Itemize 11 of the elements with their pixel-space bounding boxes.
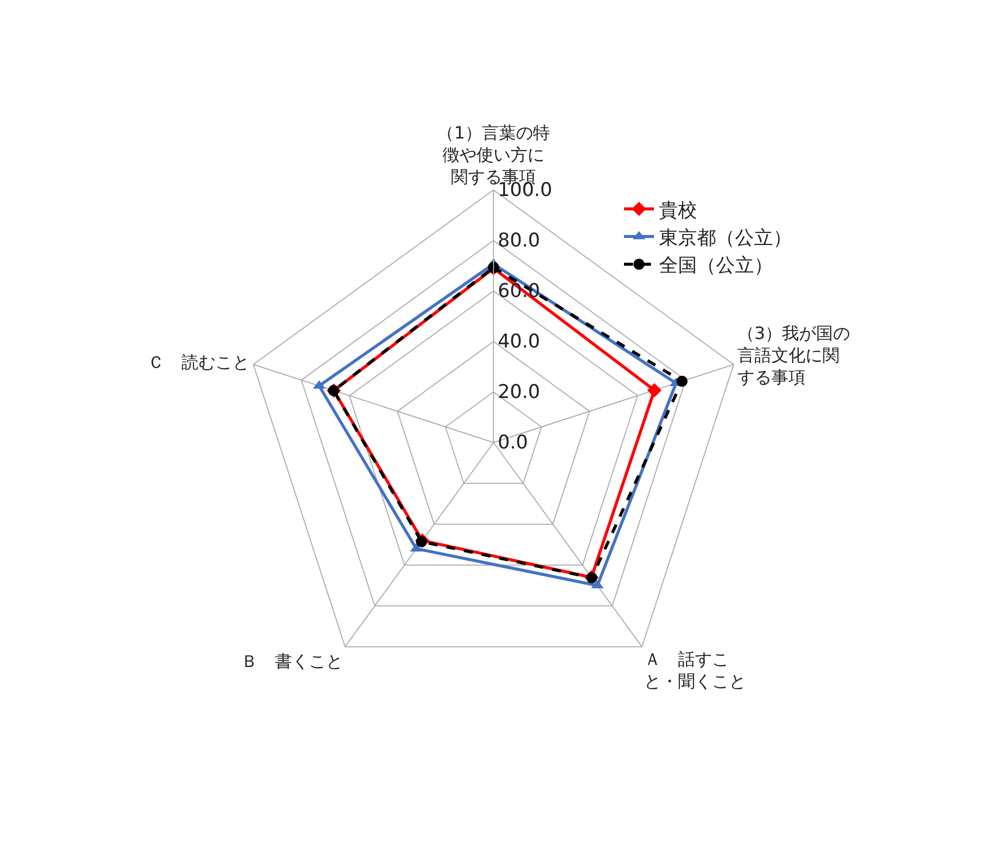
- spoke-label: Ｃ 読むこと: [148, 352, 250, 373]
- spoke-label: Ａ 話すこと・聞くこと: [644, 650, 746, 692]
- spoke-label: Ｂ 書くこと: [240, 652, 343, 672]
- y-tick-label: 20.0: [498, 381, 540, 404]
- y-tick-label: 0.0: [498, 432, 528, 454]
- y-tick-label: 80.0: [498, 230, 540, 252]
- spoke-label: （3）我が国の言語文化に関する事項: [737, 324, 850, 388]
- legend-label: 全国（公立）: [659, 254, 773, 277]
- legend-label: 東京都（公立）: [659, 226, 792, 249]
- y-tick-label: 40.0: [498, 330, 540, 353]
- legend-label: 貴校: [659, 199, 697, 222]
